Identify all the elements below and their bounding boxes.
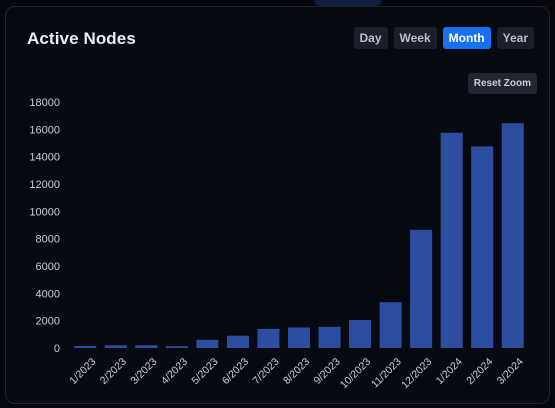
y-tick-label: 14000 [29, 152, 60, 164]
x-tick-label: 4/2023 [159, 356, 190, 387]
bar[interactable] [288, 327, 310, 349]
bar[interactable] [165, 346, 188, 348]
bar[interactable] [104, 345, 127, 348]
bar[interactable] [226, 335, 249, 348]
range-day-button[interactable]: Day [353, 27, 388, 49]
top-tab-indicator [314, 0, 382, 6]
x-tick-label: 5/2023 [189, 356, 220, 387]
y-tick-label: 8000 [36, 234, 60, 246]
chart-title: Active Nodes [27, 29, 136, 48]
x-tick-label: 7/2023 [250, 356, 281, 387]
x-tick-label: 6/2023 [220, 356, 251, 387]
bar[interactable] [379, 302, 402, 348]
time-range-selector: Day Week Month Year [353, 27, 534, 49]
range-week-button[interactable]: Week [393, 27, 437, 49]
x-tick-label: 12/2023 [399, 356, 434, 391]
y-tick-label: 4000 [36, 288, 60, 300]
bar-chart: 0 2000 4000 6000 8000 10000 12000 14000 16000 180… [29, 97, 526, 391]
bar[interactable] [501, 123, 524, 348]
bar[interactable] [349, 319, 372, 348]
y-tick-label: 2000 [36, 316, 60, 328]
bar[interactable] [471, 146, 494, 348]
chart-card: Active Nodes Day Week Month Year Reset Z… [5, 6, 550, 404]
y-tick-label: 16000 [29, 124, 60, 136]
x-tick-label: 1/2024 [434, 356, 465, 387]
bar[interactable] [74, 345, 97, 348]
x-tick-label: 11/2023 [369, 356, 404, 391]
bar[interactable] [135, 345, 158, 348]
range-month-button[interactable]: Month [442, 27, 491, 49]
bar[interactable] [257, 328, 280, 348]
bar[interactable] [318, 326, 341, 348]
x-tick-label: 3/2023 [128, 356, 159, 387]
range-year-button[interactable]: Year [496, 27, 534, 49]
y-tick-label: 0 [54, 343, 60, 355]
y-tick-label: 6000 [36, 261, 60, 273]
y-tick-label: 18000 [29, 97, 60, 109]
bar[interactable] [196, 339, 219, 348]
x-tick-label: 8/2023 [281, 356, 312, 387]
x-tick-label: 3/2024 [495, 356, 526, 387]
x-tick-label: 2/2024 [464, 356, 495, 387]
reset-zoom-button[interactable]: Reset Zoom [467, 73, 537, 94]
y-tick-label: 12000 [29, 179, 60, 191]
x-tick-label: 1/2023 [67, 356, 98, 387]
x-tick-label: 10/2023 [338, 356, 373, 391]
y-tick-label: 10000 [29, 206, 60, 218]
x-tick-label: 2/2023 [98, 356, 129, 387]
bar[interactable] [440, 132, 463, 348]
bar[interactable] [410, 229, 433, 348]
